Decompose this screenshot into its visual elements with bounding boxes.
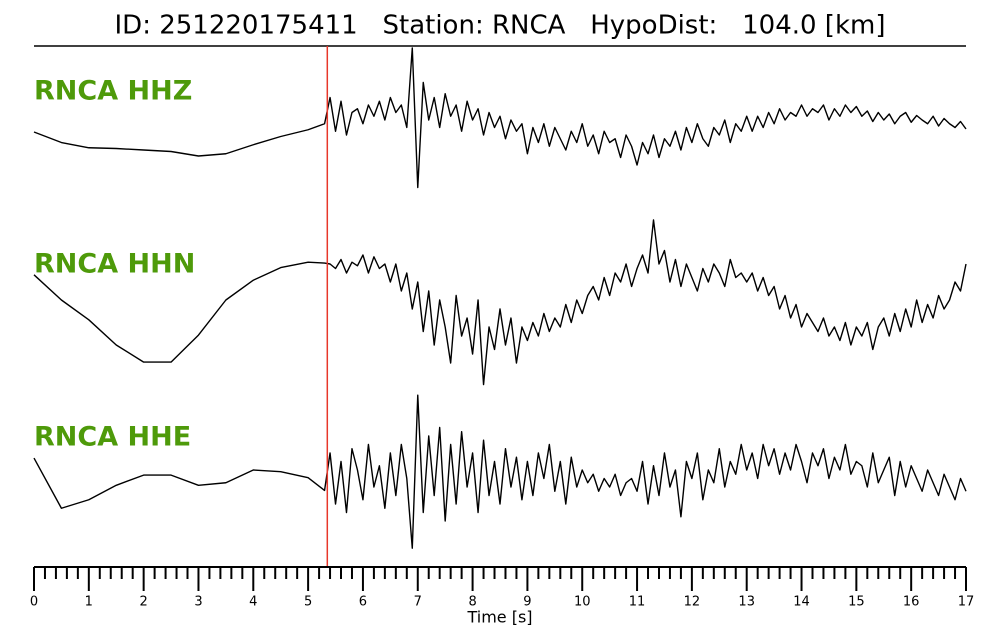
x-tick-label: 1 — [85, 595, 93, 610]
x-tick-label: 6 — [359, 595, 367, 610]
x-tick-label: 15 — [848, 595, 865, 610]
x-tick-label: 8 — [468, 595, 476, 610]
chart-title: ID: 251220175411 Station: RNCA HypoDist:… — [115, 11, 886, 41]
trace-label: RNCA HHN — [34, 249, 195, 280]
x-tick-label: 17 — [958, 595, 975, 610]
x-axis-label: Time [s] — [466, 608, 532, 627]
waveform — [33, 394, 967, 549]
trace-label: RNCA HHE — [34, 422, 191, 453]
x-tick-label: 4 — [249, 595, 257, 610]
x-tick-label: 3 — [194, 595, 202, 610]
x-tick-label: 2 — [140, 595, 148, 610]
trace-label: RNCA HHZ — [34, 76, 192, 107]
x-tick-label: 10 — [574, 595, 591, 610]
x-tick-label: 5 — [304, 595, 312, 610]
x-tick-label: 11 — [629, 595, 646, 610]
waveform — [33, 47, 967, 189]
x-tick-label: 16 — [903, 595, 920, 610]
x-tick-label: 12 — [684, 595, 701, 610]
x-tick-label: 7 — [414, 595, 422, 610]
x-tick-label: 9 — [523, 595, 531, 610]
x-tick-label: 14 — [793, 595, 810, 610]
x-tick-label: 13 — [738, 595, 755, 610]
waveform — [33, 219, 967, 386]
x-tick-label: 0 — [30, 595, 38, 610]
